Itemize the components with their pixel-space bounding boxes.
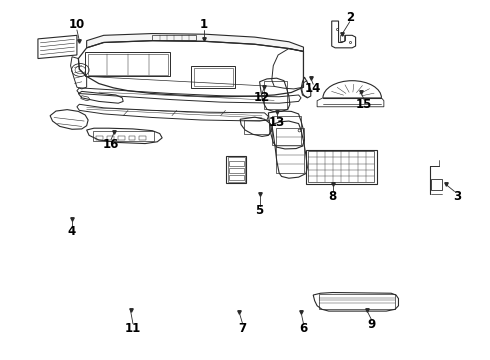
Text: 13: 13 (269, 116, 285, 129)
Bar (139, 136, 146, 140)
Text: 3: 3 (453, 190, 461, 203)
Bar (93, 131, 154, 141)
Bar (192, 66, 235, 88)
Text: 10: 10 (69, 18, 85, 31)
Bar (264, 81, 287, 109)
Bar (272, 116, 301, 145)
Bar (229, 168, 244, 173)
Text: 8: 8 (329, 190, 337, 203)
Bar (128, 136, 135, 140)
Text: 2: 2 (345, 11, 354, 24)
Bar (118, 136, 124, 140)
Bar (194, 68, 233, 86)
Text: 15: 15 (356, 99, 372, 112)
Text: 5: 5 (255, 204, 264, 217)
Bar (276, 128, 304, 173)
Text: 12: 12 (254, 91, 270, 104)
Bar (319, 294, 394, 309)
Text: 6: 6 (299, 322, 308, 335)
Bar (306, 150, 376, 184)
Bar (340, 35, 344, 41)
Bar (152, 35, 196, 40)
Polygon shape (87, 33, 303, 51)
Text: 11: 11 (125, 322, 141, 335)
Bar (97, 136, 103, 140)
Bar (229, 175, 244, 180)
Bar (85, 52, 171, 76)
Bar (229, 161, 244, 166)
Text: 14: 14 (305, 82, 321, 95)
Text: 16: 16 (103, 138, 119, 151)
Bar (226, 156, 246, 183)
Text: 9: 9 (368, 318, 376, 331)
Bar (308, 152, 374, 182)
Bar (244, 120, 270, 134)
Bar (228, 157, 245, 182)
Bar (107, 136, 114, 140)
Text: 7: 7 (239, 322, 246, 335)
Text: 1: 1 (199, 18, 208, 31)
Text: 4: 4 (68, 225, 76, 238)
Bar (431, 179, 442, 190)
Bar (88, 54, 168, 75)
